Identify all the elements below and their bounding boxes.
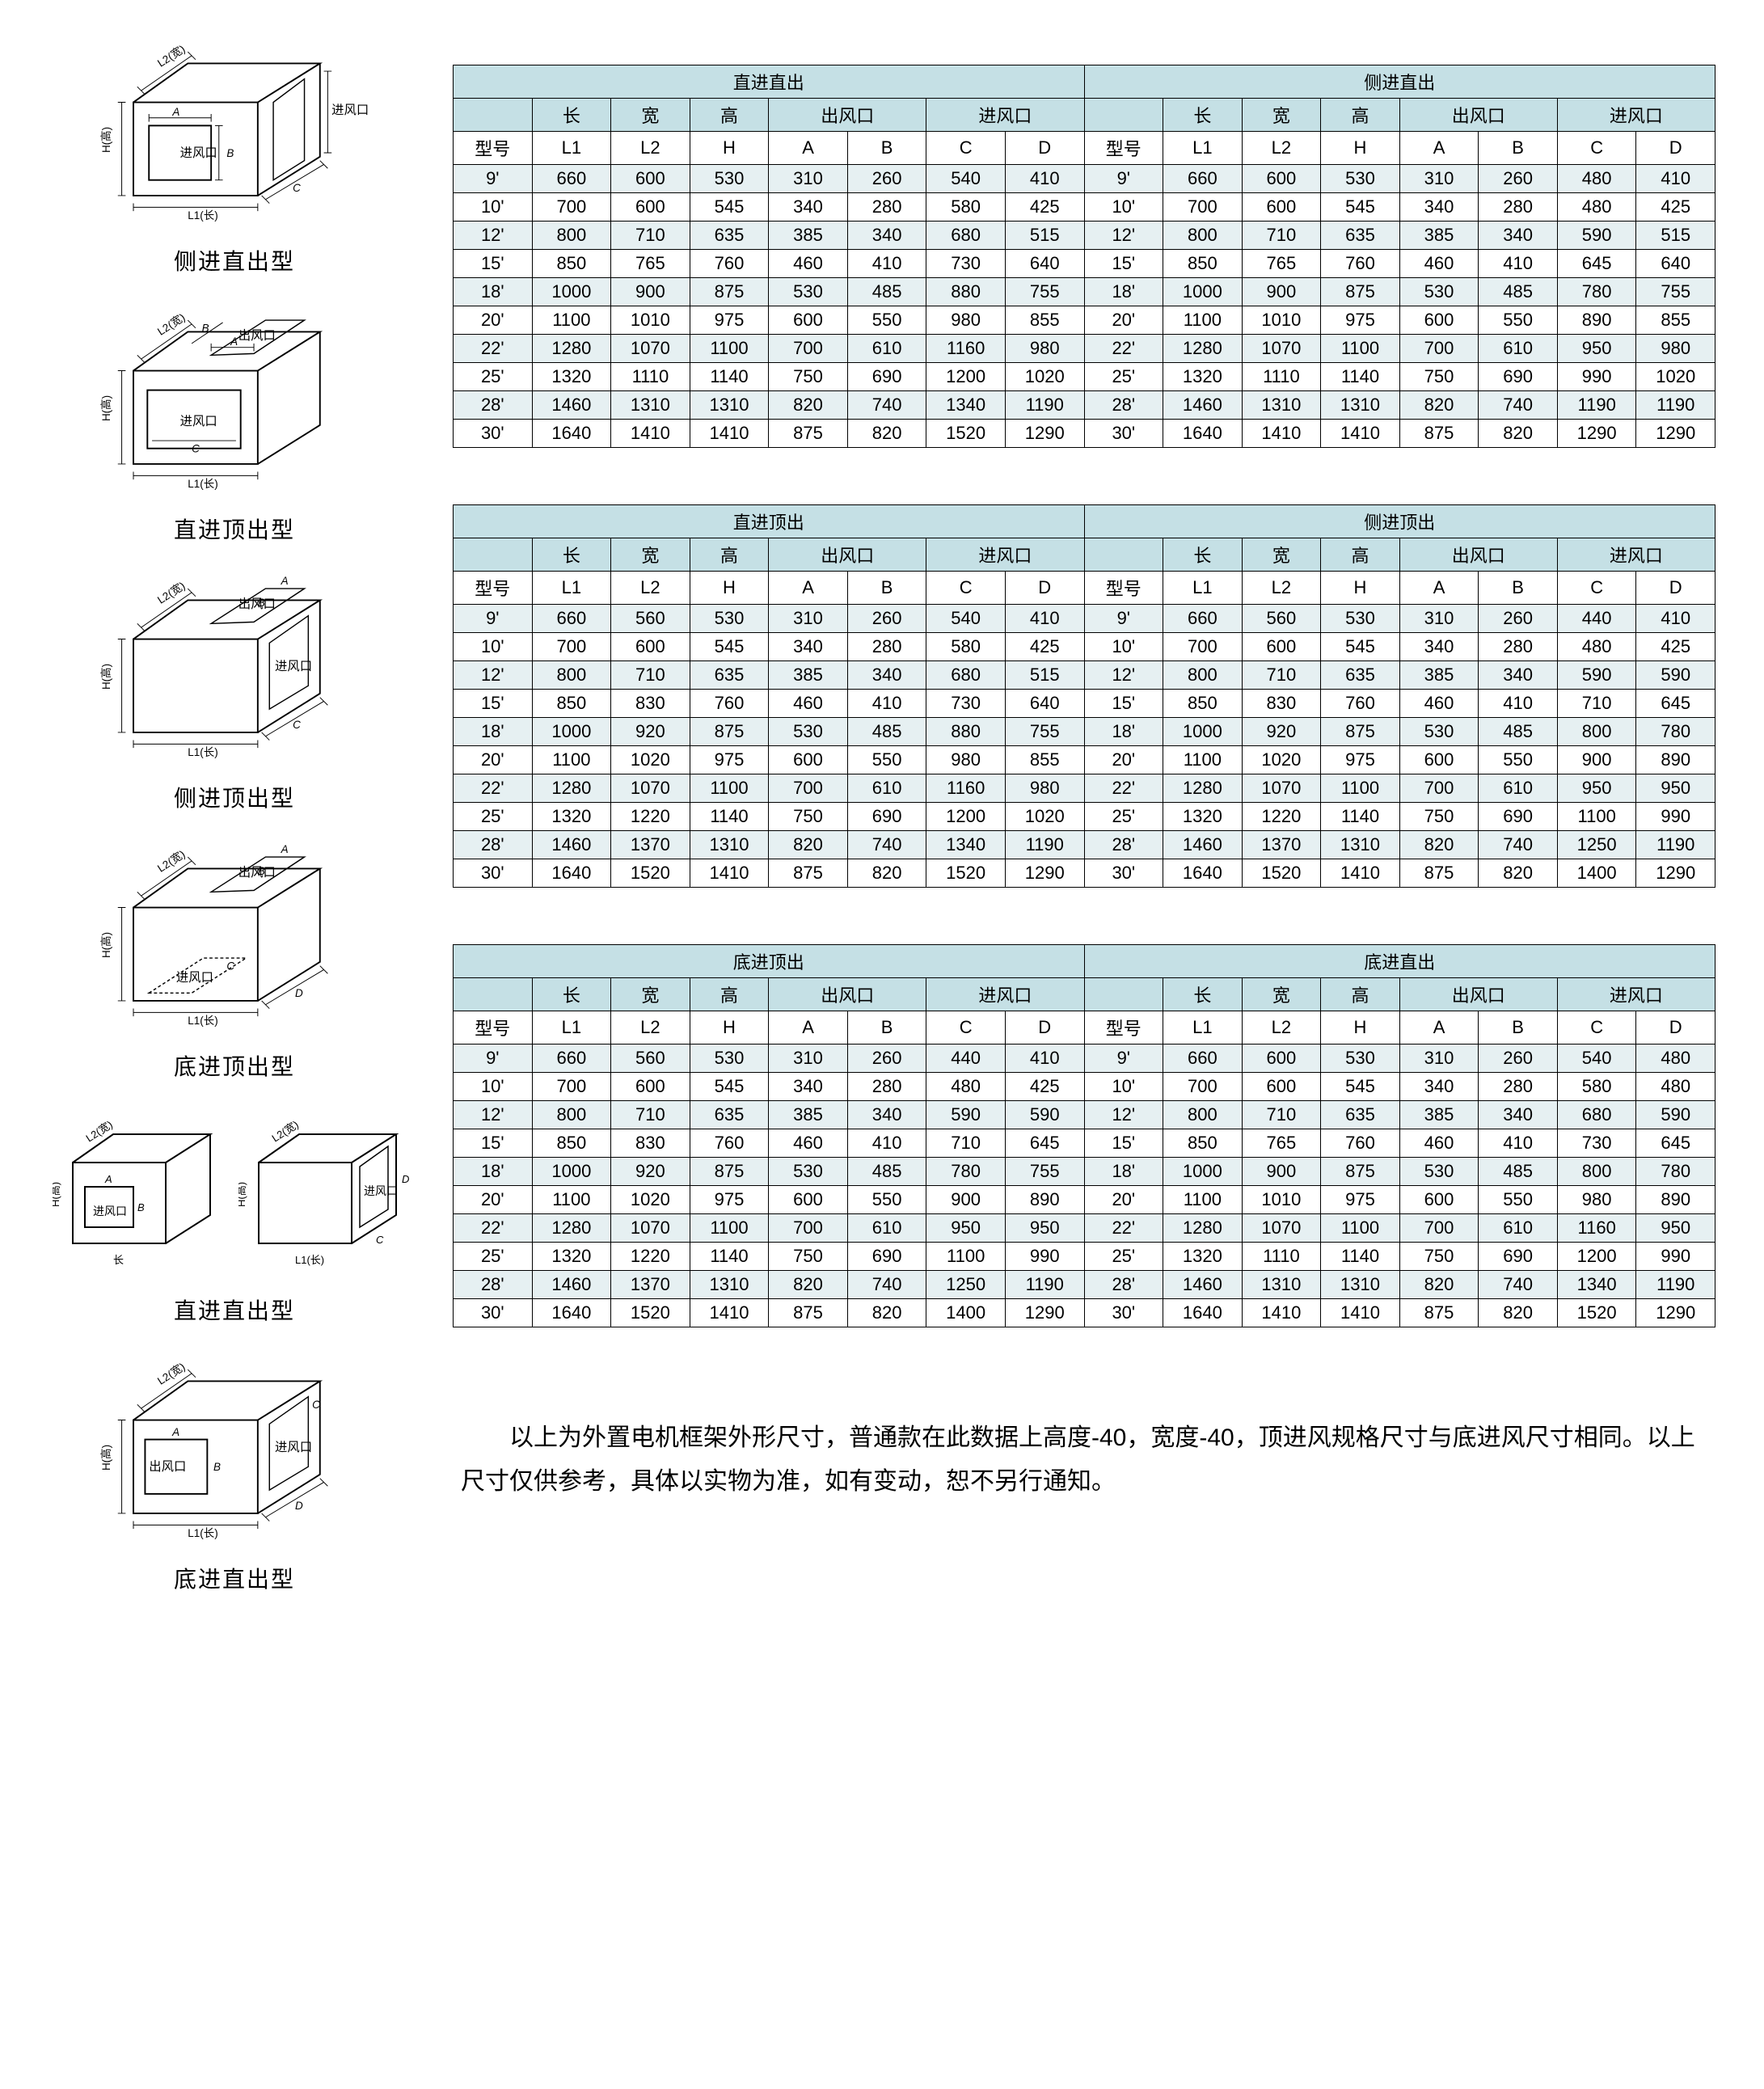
svg-text:C: C [376,1234,384,1246]
diagram-bottom-in-straight-out: 出风口 进风口 A B C D L1(长) H(高) L2(宽) 底进直出型 [49,1350,420,1594]
svg-text:L2(宽): L2(宽) [155,579,188,606]
svg-text:C: C [312,1399,320,1411]
svg-text:L1(长): L1(长) [188,1015,217,1027]
spec-table: 直进直出侧进直出长宽高出风口进风口长宽高出风口进风口型号L1L2HABCD型号L… [453,65,1715,448]
spec-table: 直进顶出侧进顶出长宽高出风口进风口长宽高出风口进风口型号L1L2HABCD型号L… [453,504,1715,888]
caption: 侧进顶出型 [174,781,295,813]
caption: 直进顶出型 [174,513,295,545]
svg-text:长: 长 [113,1254,124,1266]
svg-text:C: C [226,960,234,972]
svg-text:L1(长): L1(长) [188,209,217,222]
box-diagram-icon: 进风口 进风口 A B C D L1(长) H(高) L2(宽) [97,32,372,234]
svg-text:B: B [226,147,234,159]
svg-text:C: C [293,719,301,731]
tables-column: 直进直出侧进直出长宽高出风口进风口长宽高出风口进风口型号L1L2HABCD型号L… [453,32,1715,1594]
svg-text:B: B [258,865,265,877]
svg-text:L1(长): L1(长) [188,1527,217,1539]
diagram-column: 进风口 进风口 A B C D L1(长) H(高) L2(宽) 侧进直出型 [49,32,420,1594]
svg-text:B: B [258,597,265,609]
svg-text:C: C [293,182,301,194]
svg-text:A: A [281,575,289,587]
caption: 直进直出型 [174,1293,295,1326]
footnote: 以上为外置电机框架外形尺寸，普通款在此数据上高度-40，宽度-40，顶进风规格尺… [453,1416,1715,1504]
svg-text:D: D [295,987,303,999]
svg-text:H(高): H(高) [99,127,112,153]
svg-text:H(高): H(高) [99,932,112,958]
caption: 侧进直出型 [174,244,295,276]
inlet-label-2: 进风口 [331,103,369,117]
box-diagram-icon: 出风口 进风口 A B C L1(长) H(高) L2(宽) [97,569,372,771]
box-diagram-icon: 出风口 进风口 A B C D L1(长) H(高) L2(宽) [97,838,372,1040]
svg-text:L1(长): L1(长) [188,746,217,758]
svg-text:A: A [171,106,179,118]
outlet-label: 出风口 [149,1459,186,1474]
svg-text:L2(宽): L2(宽) [155,847,188,875]
svg-text:A: A [230,336,238,348]
inlet-label: 进风口 [275,659,312,673]
svg-text:A: A [171,1426,179,1438]
svg-text:A: A [104,1173,112,1185]
diagram-straight-in-top-out: 出风口 进风口 A B C L1(长) H(高) L2(宽) 直进顶出型 [49,301,420,545]
inlet-label: 进风口 [275,1440,312,1454]
svg-text:H(高): H(高) [238,1182,247,1207]
box-diagram-icon: 进风口 C D L1(长) H(高) L2(宽) [238,1106,416,1284]
svg-text:L2(宽): L2(宽) [155,42,188,70]
svg-text:L2(宽): L2(宽) [269,1118,300,1144]
svg-text:进风口: 进风口 [364,1184,398,1197]
svg-text:C: C [192,443,200,455]
spec-table: 底进顶出底进直出长宽高出风口进风口长宽高出风口进风口型号L1L2HABCD型号L… [453,944,1715,1327]
outlet-label: 出风口 [238,597,276,611]
svg-text:B: B [137,1201,145,1213]
inlet-label: 进风口 [180,414,217,428]
svg-text:B: B [213,1461,221,1473]
diagram-straight-in-straight-out: A B 进风口 长 H(高) L2(宽) 进风口 C D [49,1106,420,1326]
svg-text:H(高): H(高) [99,395,112,421]
diagram-side-in-top-out: 出风口 进风口 A B C L1(长) H(高) L2(宽) 侧进顶出型 [49,569,420,813]
svg-text:L2(宽): L2(宽) [155,1360,188,1387]
outlet-label: 出风口 [238,328,276,343]
box-diagram-icon: A B 进风口 长 H(高) L2(宽) [53,1106,230,1284]
svg-text:H(高): H(高) [99,664,112,690]
diagram-side-in-straight-out: 进风口 进风口 A B C D L1(长) H(高) L2(宽) 侧进直出型 [49,32,420,276]
svg-text:L2(宽): L2(宽) [83,1118,114,1144]
diagram-bottom-in-top-out: 出风口 进风口 A B C D L1(长) H(高) L2(宽) 底进顶出型 [49,838,420,1082]
svg-text:D: D [295,1500,303,1512]
svg-text:D: D [402,1173,409,1185]
svg-text:L1(长): L1(长) [188,478,217,490]
svg-text:B: B [202,322,209,334]
box-diagram-icon: 出风口 进风口 A B C L1(长) H(高) L2(宽) [97,301,372,503]
inlet-label: 进风口 [180,146,217,160]
svg-text:进风口: 进风口 [93,1205,127,1218]
svg-text:L1(长): L1(长) [295,1254,324,1266]
svg-text:L2(宽): L2(宽) [155,310,188,338]
svg-text:H(高): H(高) [99,1445,112,1471]
caption: 底进顶出型 [174,1049,295,1082]
svg-text:A: A [281,843,289,855]
outlet-label: 出风口 [238,865,276,880]
inlet-label: 进风口 [176,970,213,985]
svg-text:H(高): H(高) [53,1182,61,1207]
box-diagram-icon: 出风口 进风口 A B C D L1(长) H(高) L2(宽) [97,1350,372,1552]
caption: 底进直出型 [174,1562,295,1594]
